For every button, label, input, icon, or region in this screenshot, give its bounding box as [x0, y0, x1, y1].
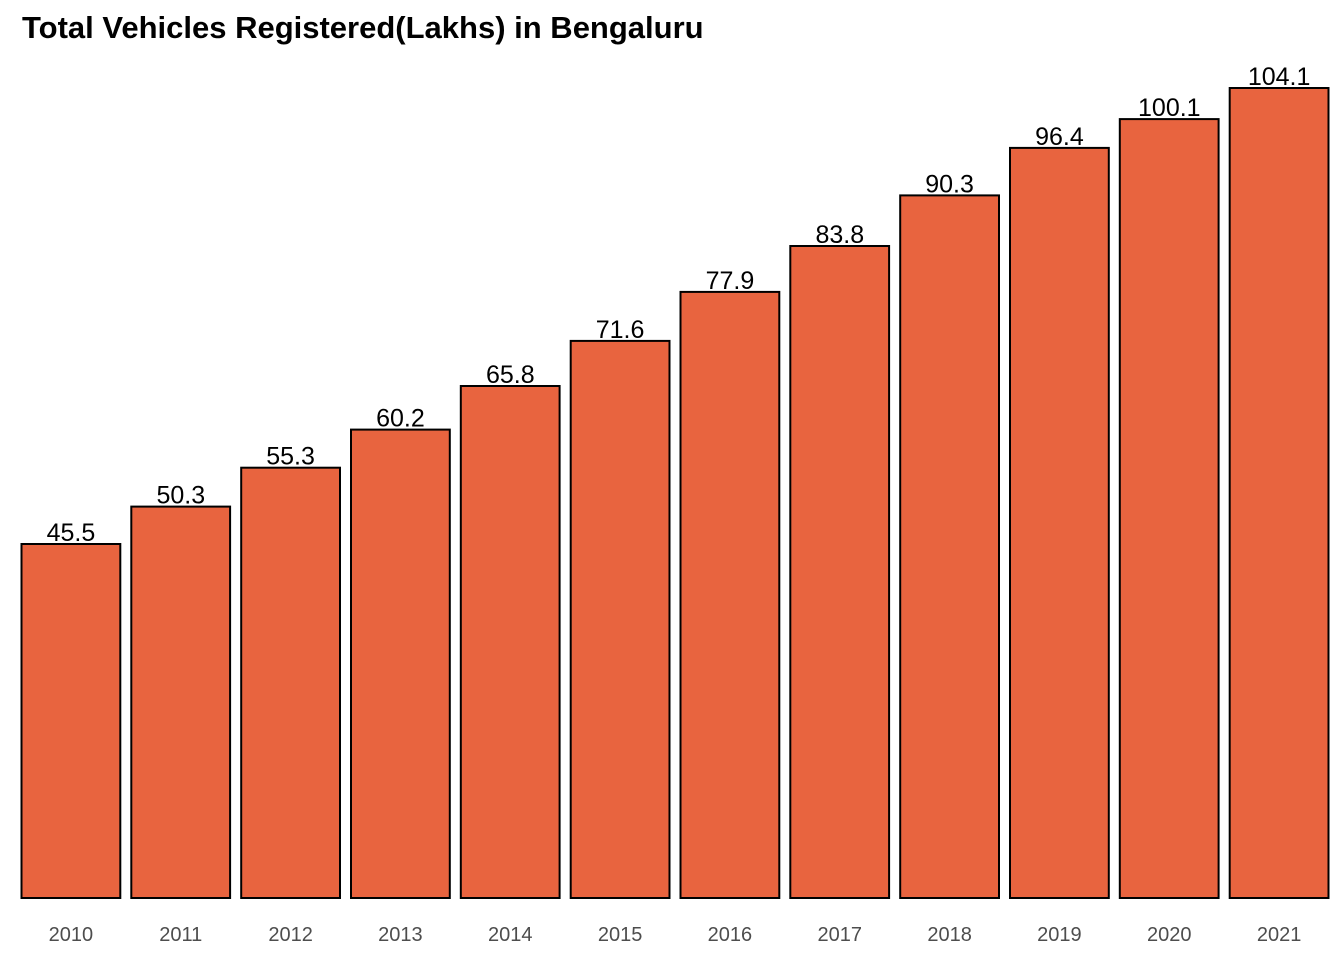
data-label-2021: 104.1 — [1248, 63, 1311, 91]
data-label-2014: 65.8 — [486, 361, 535, 389]
x-axis-tick-labels: 2010 2011 2012 2013 2014 2015 2016 2017 2018 2019… — [49, 924, 1302, 946]
data-labels-layer: 45.5 50.3 55.3 60.2 65.8 71.6 77.9 83.8 90.3 96.4… — [47, 63, 1311, 547]
x-tick-label-2020: 2020 — [1147, 924, 1192, 946]
x-tick-label-2018: 2018 — [927, 924, 972, 946]
data-label-2018: 90.3 — [925, 170, 974, 198]
data-label-2013: 60.2 — [376, 405, 425, 433]
data-label-2016: 77.9 — [706, 267, 755, 295]
bar-2012 — [240, 466, 341, 899]
x-tick-label-2014: 2014 — [488, 924, 533, 946]
x-tick-label-2015: 2015 — [598, 924, 643, 946]
x-tick-label-2012: 2012 — [268, 924, 313, 946]
x-tick-label-2021: 2021 — [1257, 924, 1302, 946]
data-label-2015: 71.6 — [596, 316, 645, 344]
bar-2015 — [569, 339, 671, 899]
x-tick-label-2013: 2013 — [378, 924, 423, 946]
x-tick-label-2017: 2017 — [818, 924, 863, 946]
data-label-2012: 55.3 — [266, 443, 315, 471]
bar-2019 — [1009, 146, 1110, 899]
bar-2010 — [20, 543, 122, 899]
data-label-2017: 83.8 — [815, 221, 864, 249]
x-tick-label-2019: 2019 — [1037, 924, 1082, 946]
bar-2011 — [130, 505, 232, 899]
data-label-2011: 50.3 — [156, 482, 205, 510]
x-tick-label-2016: 2016 — [708, 924, 753, 946]
bar-2013 — [350, 428, 451, 899]
data-label-2010: 45.5 — [47, 519, 96, 547]
bar-2014 — [459, 385, 561, 899]
bar-2017 — [789, 245, 891, 899]
x-tick-label-2011: 2011 — [159, 924, 202, 946]
chart-title: Total Vehicles Registered(Lakhs) in Beng… — [22, 10, 704, 45]
x-tick-label-2010: 2010 — [49, 924, 94, 946]
bar-2016 — [679, 290, 781, 899]
bars-layer — [20, 87, 1330, 900]
data-label-2020: 100.1 — [1138, 94, 1201, 122]
data-label-2019: 96.4 — [1035, 123, 1084, 151]
bar-2021 — [1228, 87, 1330, 899]
bar-2018 — [899, 194, 1001, 899]
bar-2020 — [1118, 118, 1220, 900]
